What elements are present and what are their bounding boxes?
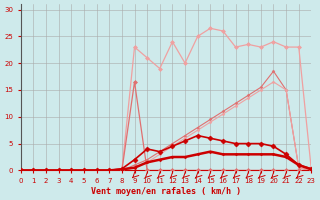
X-axis label: Vent moyen/en rafales ( km/h ): Vent moyen/en rafales ( km/h )	[91, 187, 241, 196]
